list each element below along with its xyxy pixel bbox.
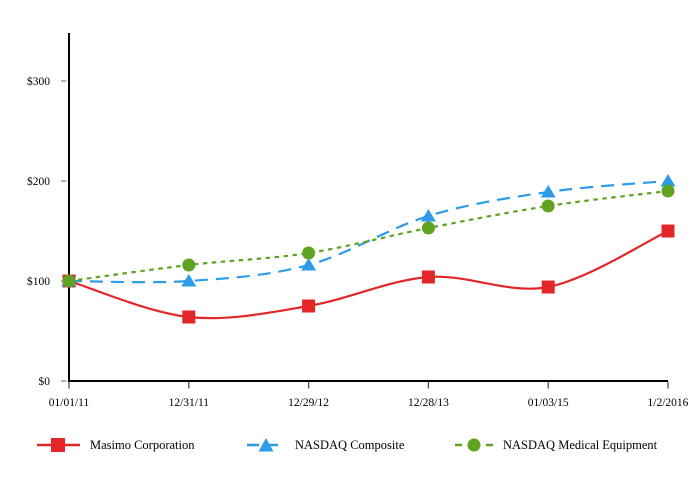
x-axis-label: 1/2/2016 <box>648 397 689 409</box>
marker-circle-nasdaq-medical-equipment <box>421 221 435 235</box>
marker-circle-nasdaq-medical-equipment <box>541 199 555 213</box>
marker-square-masimo-corporation <box>182 310 196 324</box>
marker-circle-nasdaq-medical-equipment <box>302 246 316 260</box>
x-axis-label: 01/01/11 <box>49 397 90 409</box>
legend-item-masimo-corporation: Masimo Corporation <box>37 436 195 454</box>
legend-label-nasdaq-composite: NASDAQ Composite <box>295 438 405 452</box>
marker-circle-nasdaq-medical-equipment <box>182 258 196 272</box>
series-line-nasdaq-medical-equipment <box>68 189 669 283</box>
y-axis-label: $100 <box>27 275 50 288</box>
marker-circle-nasdaq-medical-equipment <box>62 274 76 288</box>
marker-triangle-nasdaq-composite <box>420 209 436 222</box>
x-axis-label: 01/03/15 <box>528 397 569 409</box>
y-axis-label: $200 <box>27 175 50 188</box>
marker-square-masimo-corporation <box>541 280 555 294</box>
legend-marker-square <box>37 438 80 452</box>
x-axis-label: 12/31/11 <box>169 397 210 409</box>
y-axis-label: $300 <box>27 75 50 88</box>
legend-marker-triangle <box>247 438 285 452</box>
x-axis-label: 12/29/12 <box>288 397 329 409</box>
legend-marker-circle <box>455 438 493 452</box>
chart-legend: Masimo Corporation NASDAQ Composite NASD… <box>0 436 700 456</box>
y-axis-label: $0 <box>39 375 51 388</box>
legend-label-masimo-corporation: Masimo Corporation <box>90 438 195 452</box>
line-chart-canvas: $0 $100 $200 $300 01/01/11 12/31/11 12/29/12 12… <box>27 33 689 409</box>
marker-triangle-nasdaq-composite <box>540 185 556 198</box>
marker-triangle-nasdaq-composite <box>660 174 676 187</box>
marker-square-masimo-corporation <box>661 224 675 238</box>
legend-item-nasdaq-composite: NASDAQ Composite <box>247 436 404 454</box>
marker-square-masimo-corporation <box>302 299 316 313</box>
marker-triangle-nasdaq-composite <box>181 274 197 287</box>
marker-circle-nasdaq-medical-equipment <box>661 184 675 198</box>
performance-chart: $0 $100 $200 $300 01/01/11 12/31/11 12/29/12 12… <box>27 33 689 409</box>
legend-item-nasdaq-medical-equipment: NASDAQ Medical Equipment <box>455 436 657 454</box>
marker-triangle-nasdaq-composite <box>301 258 317 271</box>
series-line-masimo-corporation <box>68 230 669 320</box>
series-line-nasdaq-composite <box>68 179 669 284</box>
legend-label-nasdaq-medical-equipment: NASDAQ Medical Equipment <box>503 438 658 452</box>
x-axis-label: 12/28/13 <box>408 397 449 409</box>
marker-square-masimo-corporation <box>421 270 435 284</box>
